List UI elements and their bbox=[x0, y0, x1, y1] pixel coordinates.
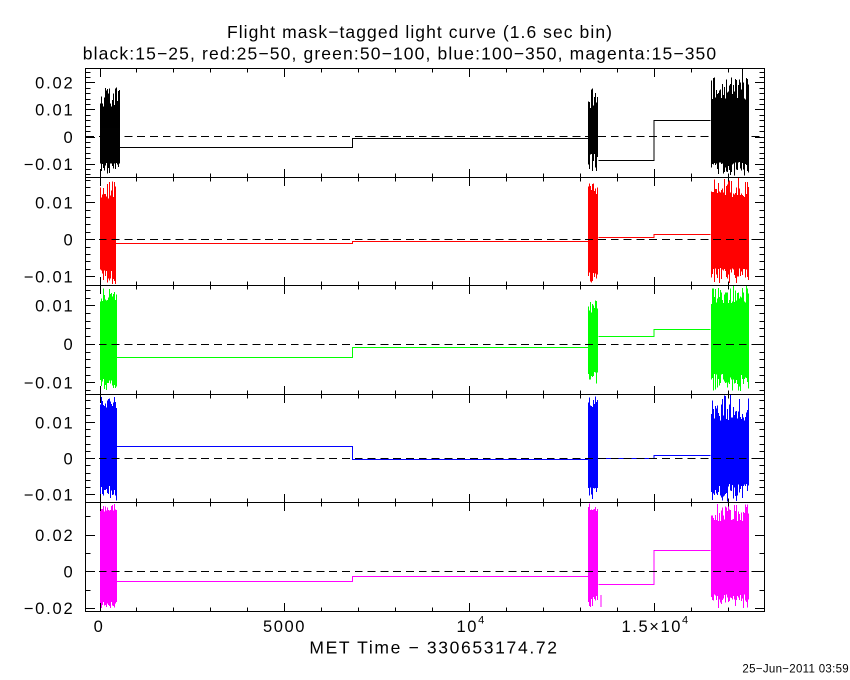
svg-text:black:15−25, red:25−50, green:: black:15−25, red:25−50, green:50−100, bl… bbox=[83, 44, 718, 64]
svg-text:0.01: 0.01 bbox=[35, 195, 74, 213]
svg-text:0: 0 bbox=[64, 232, 75, 250]
svg-text:0.01: 0.01 bbox=[35, 414, 74, 432]
svg-text:0.01: 0.01 bbox=[35, 102, 74, 120]
svg-text:0: 0 bbox=[64, 336, 75, 354]
svg-text:0: 0 bbox=[64, 450, 75, 468]
svg-text:5000: 5000 bbox=[263, 618, 306, 636]
svg-text:−0.02: −0.02 bbox=[24, 600, 75, 618]
svg-text:0: 0 bbox=[64, 564, 75, 582]
svg-text:−0.01: −0.01 bbox=[24, 375, 75, 393]
svg-text:−0.01: −0.01 bbox=[24, 486, 75, 504]
svg-text:−0.01: −0.01 bbox=[24, 156, 75, 174]
svg-text:0.02: 0.02 bbox=[35, 527, 74, 545]
svg-text:104: 104 bbox=[457, 615, 486, 637]
svg-text:−0.01: −0.01 bbox=[24, 268, 75, 286]
svg-text:0.01: 0.01 bbox=[35, 298, 74, 316]
svg-text:0: 0 bbox=[94, 618, 105, 636]
svg-text:25−Jun−2011 03:59: 25−Jun−2011 03:59 bbox=[742, 664, 849, 676]
svg-text:0: 0 bbox=[64, 129, 75, 147]
svg-text:1.5×104: 1.5×104 bbox=[622, 615, 690, 637]
svg-text:Flight mask−tagged light curve: Flight mask−tagged light curve (1.6 sec … bbox=[227, 22, 613, 42]
svg-text:0.02: 0.02 bbox=[35, 75, 74, 93]
svg-text:MET Time − 330653174.72: MET Time − 330653174.72 bbox=[309, 638, 558, 658]
